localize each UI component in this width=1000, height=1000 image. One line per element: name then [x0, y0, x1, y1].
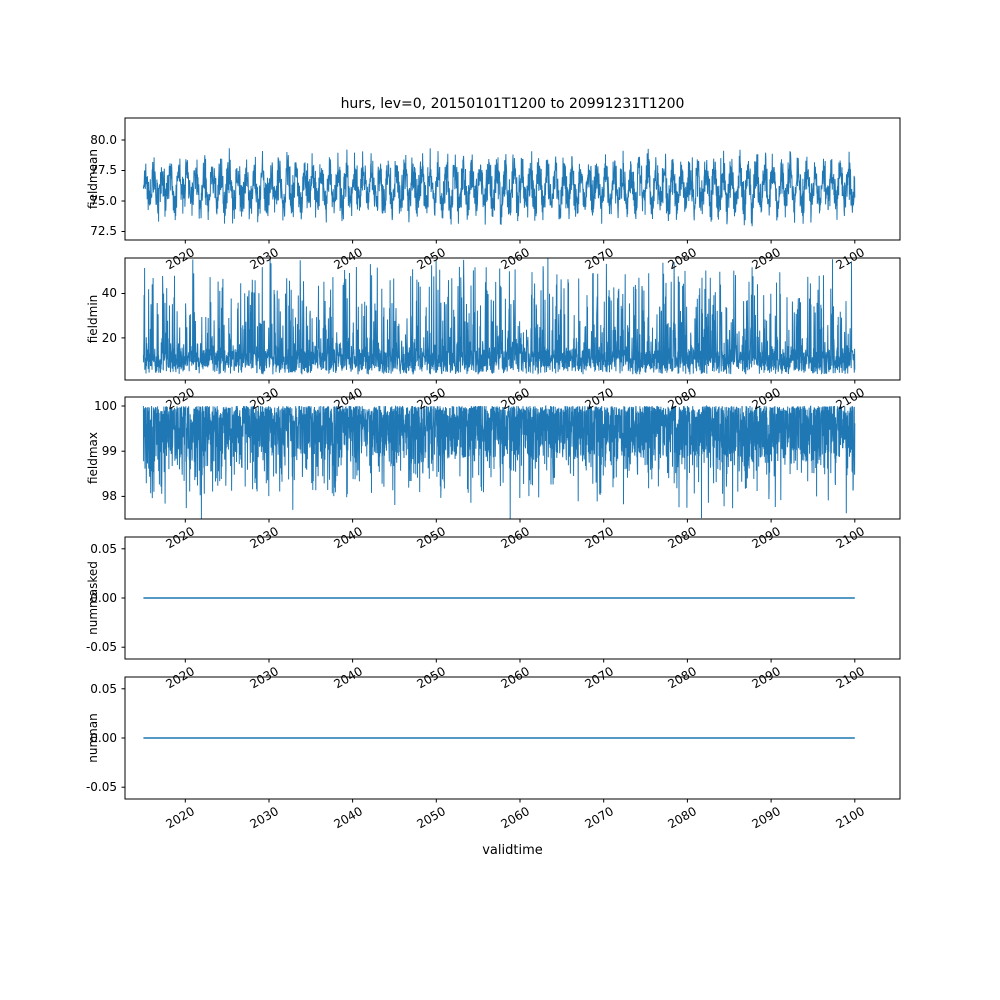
subplot-nummasked: [121, 536, 901, 663]
tick-marks: [121, 139, 856, 244]
subplot-fieldmin: [121, 257, 901, 384]
tick-marks: [121, 688, 856, 803]
axes-frame: [124, 257, 901, 381]
axes-frame: [124, 117, 901, 241]
data-line-fieldmin: [142, 257, 856, 376]
tick-marks: [121, 293, 856, 384]
subplot-fieldmean: [121, 117, 901, 244]
data-line-fieldmean: [142, 148, 856, 227]
subplot-numnan: [121, 676, 901, 803]
figure-title: hurs, lev=0, 20150101T1200 to 20991231T1…: [340, 96, 685, 112]
tick-marks: [121, 405, 856, 523]
data-line-fieldmax: [142, 404, 856, 520]
subplot-fieldmax: [121, 396, 901, 523]
x-axis-label: validtime: [482, 843, 543, 858]
tick-marks: [121, 548, 856, 663]
axes-frame: [124, 396, 901, 520]
